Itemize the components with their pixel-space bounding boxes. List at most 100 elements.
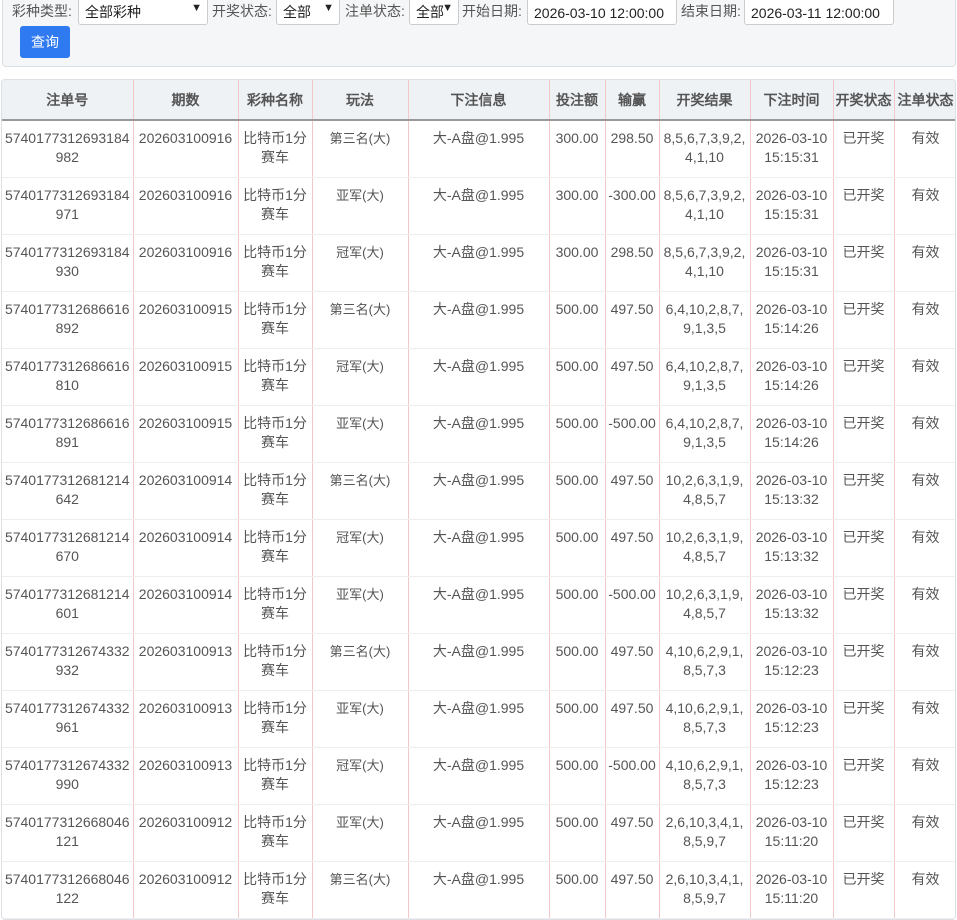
bet-status-cell: 有效	[894, 405, 955, 463]
draw-status-cell: 已开奖	[833, 804, 895, 862]
column-header-bet-time: 下注时间	[750, 80, 834, 121]
draw-result-cell: 10,2,6,3,1,9,4,8,5,7	[659, 519, 751, 577]
draw-status-cell: 已开奖	[833, 633, 895, 691]
bet-status-value: 全部	[416, 4, 444, 20]
bet-amount-cell: 500.00	[549, 348, 606, 406]
bet-amount-cell: 500.00	[549, 633, 606, 691]
column-header-lottery-name: 彩种名称	[238, 80, 313, 121]
table-row: 5740177312668046121 202603100912 比特币1分赛车 亚军…	[2, 804, 955, 862]
table-row: 5740177312686616892 202603100915 比特币1分赛车 第三…	[2, 291, 955, 349]
period-cell: 202603100913	[133, 633, 239, 691]
draw-status-cell: 已开奖	[833, 462, 895, 520]
bet-time-cell: 2026-03-10 15:12:23	[750, 633, 834, 691]
chevron-down-icon: ▼	[442, 2, 453, 14]
bet-id-cell: 5740177312681214670	[2, 519, 134, 577]
play-type-cell: 冠军(大)	[312, 348, 409, 406]
lottery-type-label: 彩种类型:	[12, 3, 72, 19]
table-row: 5740177312681214601 202603100914 比特币1分赛车 亚军…	[2, 576, 955, 634]
win-loss-cell: -300.00	[605, 177, 660, 235]
bet-time-cell: 2026-03-10 15:14:26	[750, 291, 834, 349]
draw-result-cell: 6,4,10,2,8,7,9,1,3,5	[659, 291, 751, 349]
win-loss-cell: 497.50	[605, 348, 660, 406]
period-cell: 202603100913	[133, 690, 239, 748]
column-header-play-type: 玩法	[312, 80, 409, 121]
end-date-input[interactable]	[744, 0, 894, 25]
bet-time-cell: 2026-03-10 15:15:31	[750, 177, 834, 235]
draw-result-cell: 10,2,6,3,1,9,4,8,5,7	[659, 576, 751, 634]
lottery-name-cell: 比特币1分赛车	[238, 348, 313, 406]
query-button[interactable]: 查询	[20, 26, 70, 58]
end-date-label: 结束日期:	[681, 3, 741, 19]
bet-status-cell: 有效	[894, 348, 955, 406]
bet-id-cell: 5740177312681214601	[2, 576, 134, 634]
play-type-cell: 亚军(大)	[312, 177, 409, 235]
lottery-name-cell: 比特币1分赛车	[238, 291, 313, 349]
bet-amount-cell: 500.00	[549, 291, 606, 349]
bet-amount-cell: 500.00	[549, 747, 606, 805]
bet-status-cell: 有效	[894, 690, 955, 748]
bet-id-cell: 5740177312668046121	[2, 804, 134, 862]
win-loss-cell: 497.50	[605, 519, 660, 577]
table-row: 5740177312674332990 202603100913 比特币1分赛车 冠军…	[2, 747, 955, 805]
bet-amount-cell: 300.00	[549, 177, 606, 235]
bet-status-select[interactable]: 全部 ▼	[409, 0, 459, 25]
bet-amount-cell: 500.00	[549, 576, 606, 634]
column-header-bet-info: 下注信息	[408, 80, 550, 121]
draw-status-cell: 已开奖	[833, 120, 895, 178]
table-row: 5740177312686616810 202603100915 比特币1分赛车 冠军…	[2, 348, 955, 406]
bet-time-cell: 2026-03-10 15:11:20	[750, 861, 834, 919]
period-cell: 202603100915	[133, 291, 239, 349]
draw-status-cell: 已开奖	[833, 519, 895, 577]
draw-result-cell: 8,5,6,7,3,9,2,4,1,10	[659, 234, 751, 292]
bet-id-cell: 5740177312686616891	[2, 405, 134, 463]
win-loss-cell: 298.50	[605, 234, 660, 292]
column-header-period: 期数	[133, 80, 239, 121]
lottery-type-select[interactable]: 全部彩种 ▼	[78, 0, 208, 25]
chevron-down-icon: ▼	[323, 2, 334, 14]
bet-id-cell: 5740177312674332961	[2, 690, 134, 748]
play-type-cell: 冠军(大)	[312, 747, 409, 805]
bet-time-cell: 2026-03-10 15:15:31	[750, 234, 834, 292]
bet-status-cell: 有效	[894, 177, 955, 235]
bet-time-cell: 2026-03-10 15:13:32	[750, 462, 834, 520]
period-cell: 202603100915	[133, 348, 239, 406]
win-loss-cell: 298.50	[605, 120, 660, 178]
chevron-down-icon: ▼	[191, 2, 202, 14]
bet-amount-cell: 500.00	[549, 405, 606, 463]
bet-id-cell: 5740177312681214642	[2, 462, 134, 520]
bet-info-cell: 大-A盘@1.995	[408, 576, 550, 634]
draw-status-label: 开奖状态:	[212, 3, 272, 19]
table-row: 5740177312674332932 202603100913 比特币1分赛车 第三…	[2, 633, 955, 691]
lottery-name-cell: 比特币1分赛车	[238, 405, 313, 463]
win-loss-cell: 497.50	[605, 291, 660, 349]
bet-status-cell: 有效	[894, 519, 955, 577]
draw-status-cell: 已开奖	[833, 348, 895, 406]
bet-info-cell: 大-A盘@1.995	[408, 804, 550, 862]
draw-result-cell: 4,10,6,2,9,1,8,5,7,3	[659, 633, 751, 691]
bet-amount-cell: 300.00	[549, 234, 606, 292]
table-row: 5740177312693184982 202603100916 比特币1分赛车 第三…	[2, 120, 955, 178]
bet-id-cell: 5740177312693184982	[2, 120, 134, 178]
bet-info-cell: 大-A盘@1.995	[408, 747, 550, 805]
period-cell: 202603100916	[133, 234, 239, 292]
bet-time-cell: 2026-03-10 15:15:31	[750, 120, 834, 178]
bet-amount-cell: 500.00	[549, 861, 606, 919]
bet-amount-cell: 300.00	[549, 120, 606, 178]
start-date-input[interactable]	[527, 0, 677, 25]
play-type-cell: 冠军(大)	[312, 519, 409, 577]
win-loss-cell: 497.50	[605, 633, 660, 691]
lottery-name-cell: 比特币1分赛车	[238, 519, 313, 577]
bet-time-cell: 2026-03-10 15:13:32	[750, 519, 834, 577]
draw-status-cell: 已开奖	[833, 234, 895, 292]
draw-status-select[interactable]: 全部 ▼	[276, 0, 340, 25]
bet-info-cell: 大-A盘@1.995	[408, 405, 550, 463]
play-type-cell: 第三名(大)	[312, 462, 409, 520]
column-header-bet-status: 注单状态	[894, 80, 955, 121]
bet-id-cell: 5740177312693184971	[2, 177, 134, 235]
column-header-win-loss: 输赢	[605, 80, 660, 121]
column-header-draw-result: 开奖结果	[659, 80, 751, 121]
bet-id-cell: 5740177312674332990	[2, 747, 134, 805]
draw-status-value: 全部	[283, 4, 311, 20]
win-loss-cell: 497.50	[605, 804, 660, 862]
bet-time-cell: 2026-03-10 15:11:20	[750, 804, 834, 862]
